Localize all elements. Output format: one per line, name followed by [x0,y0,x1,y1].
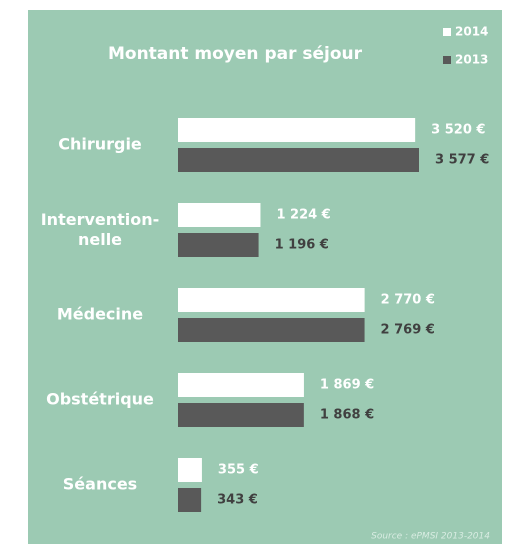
bar [178,373,304,397]
legend-label: 2014 [455,25,488,39]
category-label: Obstétrique [46,390,154,409]
value-label: 1 869 € [320,378,374,393]
value-label: 343 € [217,493,258,508]
category-label: Intervention-nelle [41,210,160,249]
legend-swatch [443,28,451,36]
bar [178,118,416,142]
value-label: 1 196 € [275,238,329,253]
bar [178,488,202,512]
bar [178,458,202,482]
legend-label: 2013 [455,53,488,67]
bar [178,318,365,342]
category-label: Médecine [57,305,143,324]
bar [178,233,259,257]
source-note: Source : ePMSI 2013-2014 [371,532,490,542]
value-label: 2 769 € [381,323,435,338]
bar [178,148,419,172]
value-label: 2 770 € [381,293,435,308]
chart-title: Montant moyen par séjour [108,44,363,64]
chart-background [28,10,502,544]
value-label: 3 577 € [435,153,489,168]
value-label: 1 224 € [276,208,330,223]
bar [178,403,304,427]
value-label: 1 868 € [320,408,374,423]
value-label: 355 € [218,463,259,478]
legend-swatch [443,56,451,64]
category-label: Séances [63,475,137,494]
bar [178,288,365,312]
category-label: Chirurgie [58,135,142,154]
value-label: 3 520 € [431,123,485,138]
bar [178,203,261,227]
